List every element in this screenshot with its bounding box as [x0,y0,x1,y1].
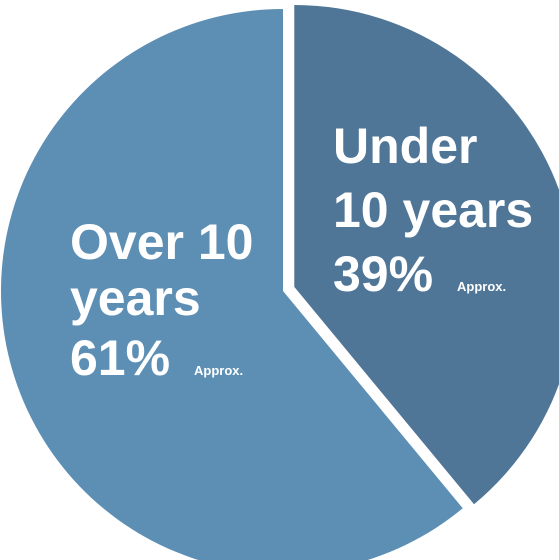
slice-label-under-line-1: Under [333,118,477,174]
slice-value-under-note: Approx. [457,279,506,294]
slice-value-over-percent: 61% [70,330,170,386]
slice-value-under: 39% Approx. [333,246,506,302]
slice-value-under-percent: 39% [333,246,433,302]
slice-label-under-line-2: 10 years [333,182,533,238]
pie-slice-under-10-years [294,4,559,505]
slice-value-over-note: Approx. [194,363,243,378]
slice-label-over-line-1: Over 10 [70,214,253,270]
pie-slice-over-10-years [0,9,463,560]
slice-value-over: 61% Approx. [70,330,243,386]
slice-label-over-line-2: years [70,270,201,326]
